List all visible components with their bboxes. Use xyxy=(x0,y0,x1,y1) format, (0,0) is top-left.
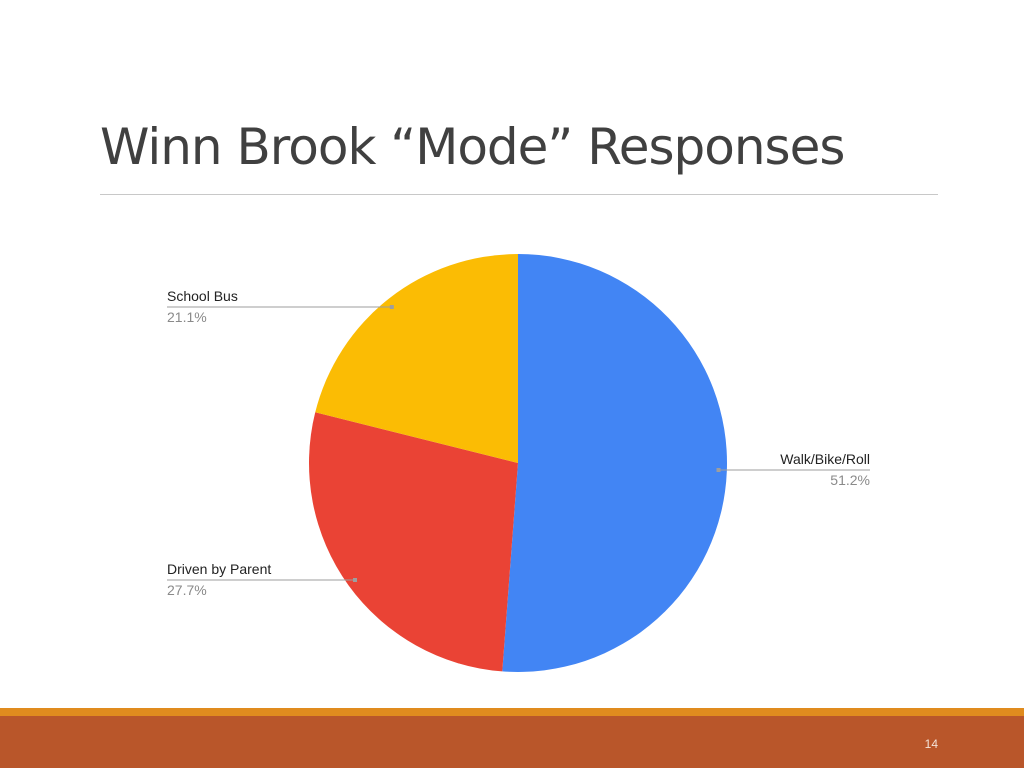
pie-slices xyxy=(309,254,728,673)
pie-slice-school-bus xyxy=(315,254,518,463)
slice-percentage: 51.2% xyxy=(830,472,870,488)
slice-percentage: 21.1% xyxy=(167,309,207,325)
pie-slice-walk-bike-roll xyxy=(502,254,728,673)
slice-label: Driven by Parent xyxy=(167,561,271,577)
slide-title: Winn Brook “Mode” Responses xyxy=(100,118,845,176)
slice-label: School Bus xyxy=(167,288,238,304)
callout-marker xyxy=(353,578,358,582)
slice-label: Walk/Bike/Roll xyxy=(780,451,870,467)
title-divider xyxy=(100,194,938,195)
callout-marker xyxy=(716,468,721,472)
pie-callouts: Walk/Bike/Roll 51.2% Driven by Parent 27.7%… xyxy=(167,288,870,598)
footer-bar xyxy=(0,716,1024,768)
callout-marker xyxy=(389,305,394,309)
slice-percentage: 27.7% xyxy=(167,582,207,598)
pie-slice-driven-by-parent xyxy=(309,412,518,672)
page-number: 14 xyxy=(924,737,938,751)
footer-stripe xyxy=(0,708,1024,716)
